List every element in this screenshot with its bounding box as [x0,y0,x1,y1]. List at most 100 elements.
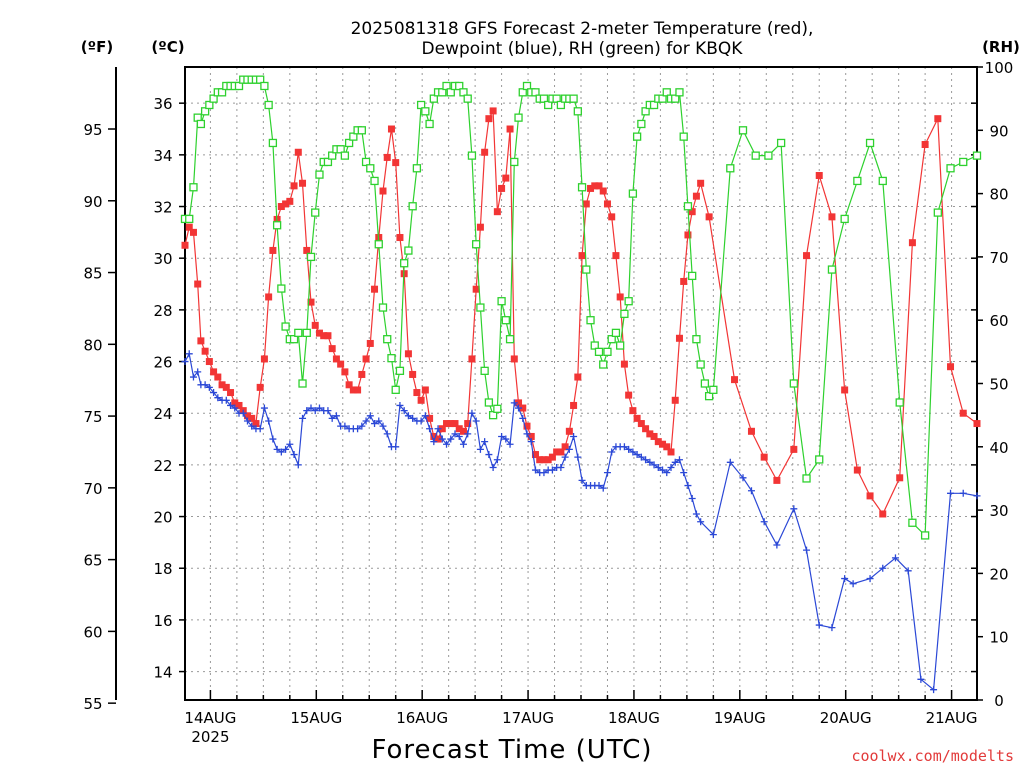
dewpoint-point [443,440,451,448]
temperature-point [603,200,611,208]
rh-point [501,316,510,325]
temperature-point [366,339,374,347]
rh-point [573,107,582,116]
dewpoint-point [684,482,692,490]
dewpoint-point [307,404,315,412]
temperature-point [760,453,768,461]
rh-point [306,252,316,262]
temperature-point [294,148,302,156]
temperature-point [481,148,489,156]
rh-point [383,335,392,344]
temperature-point [705,213,713,221]
rh-point [696,360,705,369]
rh-point [497,297,506,306]
rh-point [552,94,561,103]
temperature-point [654,438,662,446]
rh-point [459,88,468,97]
celsius-tick-label: 16 [153,612,172,630]
temperature-point [582,200,590,208]
rh-point [505,335,515,344]
dewpoint-point [599,484,607,492]
dewpoint-point [328,414,336,422]
date-tick-label: 18AUG [608,709,660,727]
credit-link[interactable]: coolwx.com/modelts [851,747,1014,765]
temperature-point [426,414,434,422]
dewpoint-point [282,445,290,453]
temperature-point [493,208,501,216]
fahrenheit-tick-label: 75 [83,408,102,426]
dewpoint-point [472,417,480,425]
rh-point [311,208,320,217]
rh-point [692,335,701,344]
dewpoint-point [493,456,501,464]
temperature-point [379,187,387,195]
dewpoint-point [959,489,967,497]
dewpoint-point [194,368,202,376]
rh-point [815,455,824,464]
temperature-point [320,332,328,340]
rh-point [493,404,502,413]
rh-point [260,81,269,91]
temperature-point [591,182,599,190]
dewpoint-point [659,466,667,474]
temperature-point [260,355,268,363]
temperature-point [561,443,569,451]
rh-point [776,138,786,148]
dewpoint-point [527,438,535,446]
dewpoint-point [311,407,319,415]
dewpoint-point [947,489,955,497]
temperature-point [341,368,349,376]
rh-point [357,126,366,135]
dewpoint-point [570,432,578,440]
rh-point [438,88,447,97]
temperature-point [633,414,641,422]
rh-tick-label: 0 [994,692,1004,710]
date-tick-label: 14AUG [184,709,236,727]
dewpoint-point [747,487,755,495]
dewpoint-point [629,448,637,456]
rh-point [209,94,218,103]
rh-point [425,119,434,129]
fahrenheit-tick-label: 95 [83,121,102,139]
dewpoint-point [828,624,836,632]
rh-point [340,151,350,160]
dewpoint-point [239,409,247,417]
date-tick-label: 15AUG [290,709,342,727]
temperature-point [210,368,218,376]
temperature-point [485,115,493,123]
rh-point [302,328,311,338]
celsius-tick-label: 20 [153,509,172,527]
temperature-point [570,401,578,409]
temperature-point [557,448,565,456]
temperature-point [587,184,595,192]
temperature-point [671,396,679,404]
dewpoint-point [464,430,472,438]
rh-point [200,107,210,116]
temperature-point [252,420,260,428]
temperature-point [413,389,421,397]
rh-point [196,119,206,129]
dewpoint-point [222,396,230,404]
dewpoint-point [523,430,531,438]
dewpoint-point [739,474,747,482]
chart-title-line1: 2025081318 GFS Forecast 2-meter Temperat… [351,19,814,39]
temperature-point [443,420,451,428]
date-tick-label: 21AUG [926,709,978,727]
dewpoint-point [256,425,264,433]
fahrenheit-tick-label: 85 [83,265,102,283]
temperature-point [181,241,189,249]
temperature-point [523,422,531,430]
temperature-point [468,355,476,363]
dewpoint-point [185,350,193,358]
temperature-point [498,184,506,192]
dewpoint-point [396,401,404,409]
dewpoint-point [205,383,213,391]
rh-point [344,138,354,148]
rh-point [878,176,887,186]
dewpoint-point [379,422,387,430]
rh-point [272,221,282,230]
dewpoint-point [803,546,811,554]
dewpoint-point [540,469,548,477]
x-axis-title: Forecast Time (UTC) [371,735,652,765]
